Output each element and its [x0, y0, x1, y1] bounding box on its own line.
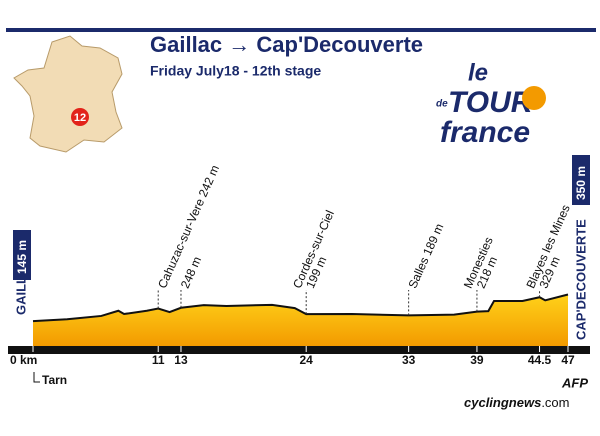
x-tick-label: 47: [561, 353, 575, 367]
france-map: 12: [8, 32, 136, 162]
x-tick-label: 11: [152, 353, 165, 367]
x-tick-label: 39: [470, 353, 484, 367]
subtitle: Friday July18 - 12th stage: [150, 63, 321, 79]
logo-france: france: [440, 116, 530, 149]
logo-tour: TOUR: [448, 86, 533, 119]
logo-le: le: [468, 59, 488, 86]
logo-de: de: [436, 99, 448, 110]
top-rule: [6, 28, 596, 32]
finish-elevation: 350 m: [574, 166, 588, 200]
x-tick-label: 33: [402, 353, 416, 367]
source-site: cycling: [464, 395, 509, 410]
x-tick-label: 0 km: [10, 353, 37, 367]
credit: AFP: [561, 375, 588, 390]
river: Tarn: [42, 373, 67, 387]
profile-line: [32, 293, 569, 323]
profile-area: [33, 294, 568, 346]
tour-logo: le de TOUR france: [436, 59, 546, 149]
x-tick-label: 24: [300, 353, 314, 367]
x-tick-label: 13: [174, 353, 188, 367]
source-news: news: [509, 395, 542, 410]
x-tick-label: 44.5: [528, 353, 552, 367]
map-stage: 12: [74, 112, 86, 124]
source-domain: .com: [541, 395, 569, 410]
waypoint-label: 248 m: [178, 254, 204, 290]
waypoint-label: Salles 189 m: [405, 221, 446, 290]
start-elevation: 145 m: [15, 240, 29, 274]
baseline: [8, 346, 590, 354]
source: cyclingnews.com: [464, 395, 569, 410]
finish-name: CAP'DECOUVERTE: [573, 219, 588, 340]
title: Gaillac → Cap'Decouverte: [150, 32, 423, 57]
